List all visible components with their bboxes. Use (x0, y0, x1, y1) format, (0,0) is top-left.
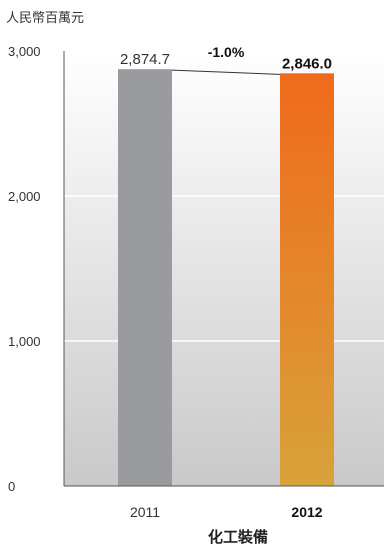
bar (118, 69, 172, 486)
bars (118, 69, 334, 486)
bar-value-label: 2,874.7 (120, 51, 170, 68)
data-labels: 2,874.7 2,846.0 (120, 51, 332, 72)
y-axis-ticks: 0 1,000 2,000 3,000 (8, 44, 41, 494)
category-title: 化工裝備 (208, 528, 268, 546)
y-tick-label: 3,000 (8, 44, 41, 59)
y-tick-label: 1,000 (8, 334, 41, 349)
x-tick-label: 2012 (291, 504, 322, 520)
bar-value-label: 2,846.0 (282, 55, 332, 72)
x-axis-ticks: 2011 2012 (130, 504, 323, 520)
y-tick-label: 0 (8, 479, 15, 494)
change-connector-line (171, 69, 281, 75)
change-label: -1.0% (208, 44, 245, 60)
unit-label: 人民幣百萬元 (6, 11, 84, 26)
bar (280, 73, 334, 486)
y-tick-label: 2,000 (8, 189, 41, 204)
x-tick-label: 2011 (130, 504, 160, 520)
plot-background (64, 51, 384, 486)
